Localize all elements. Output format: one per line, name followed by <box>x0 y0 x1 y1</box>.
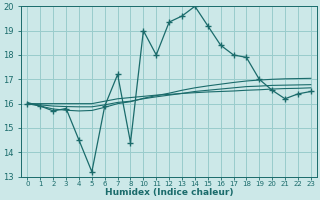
X-axis label: Humidex (Indice chaleur): Humidex (Indice chaleur) <box>105 188 233 197</box>
